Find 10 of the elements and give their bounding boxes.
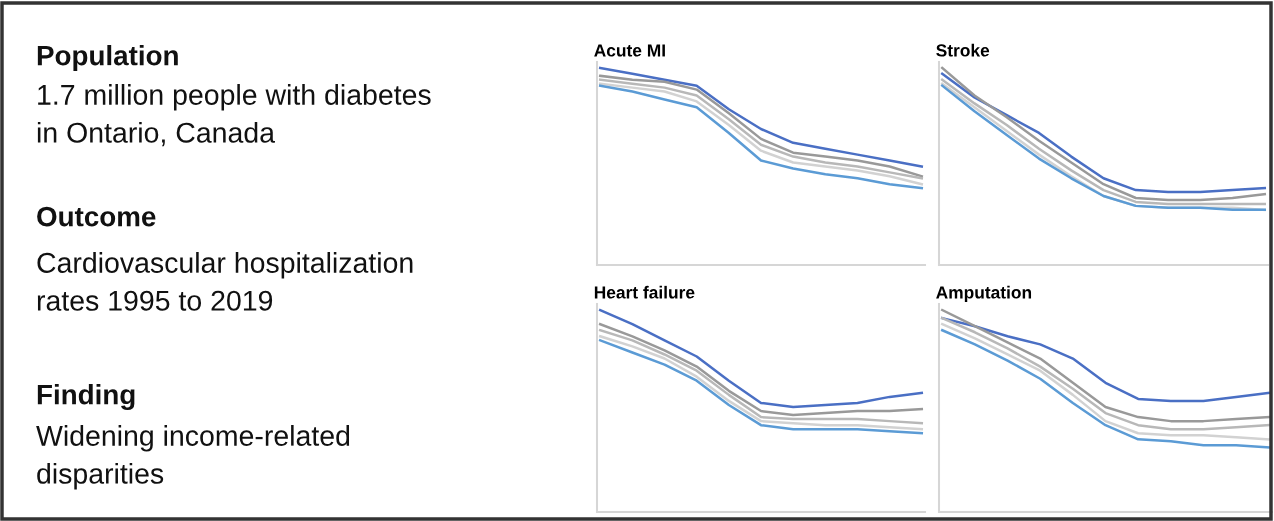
text: Outcome <box>37 206 156 227</box>
chart-title: Acute MI <box>594 44 665 57</box>
text: Population <box>37 45 178 71</box>
text: 1.7 million people with diabetes in Ontario, Canada <box>37 84 431 147</box>
text: Finding <box>37 384 135 411</box>
chart-title: Amputation <box>936 285 1032 303</box>
chart-title: Heart failure <box>594 285 695 299</box>
text: Widening income-related disparities <box>36 425 350 490</box>
chart-title: Stroke <box>936 43 990 57</box>
text: Cardiovascular hospitalization rates 1995 to 2019 <box>37 252 413 311</box>
